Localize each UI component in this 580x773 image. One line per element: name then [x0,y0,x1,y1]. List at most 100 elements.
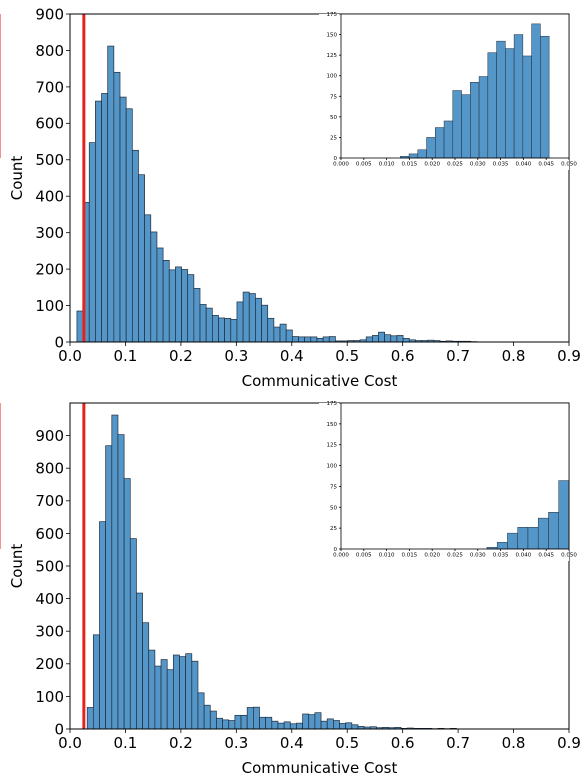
inset-bar [537,517,549,550]
inset-bar [548,512,559,550]
main-bar [236,301,244,343]
main-bar [365,336,373,343]
inset-y-tick-label: 75 [330,484,337,490]
main-bar [131,149,139,343]
main-bar [289,723,297,730]
inset-x-tick-label: 0.020 [424,553,440,559]
inset-x-tick-label: 0.015 [402,162,418,168]
inset-y-tick-label: 100 [327,464,338,470]
main-bar [76,310,84,343]
main-bar [326,718,334,730]
main-x-tick-label: 0.3 [224,347,248,365]
main-bar [277,722,285,730]
main-bar [302,713,310,730]
inset-x-tick-label: 0.010 [379,162,395,168]
inset-y-tick-label: 25 [330,526,337,532]
main-bar [119,96,127,343]
main-bar [160,659,168,730]
main-bar [371,335,379,343]
main-bar [129,538,137,730]
inset-bar [513,34,524,159]
main-bar [345,722,353,730]
main-y-axis-label: Count [8,156,26,201]
main-bar [92,634,100,730]
main-bar [218,317,225,343]
main-bar [136,592,143,730]
inset-y-tick-label: 150 [327,422,338,428]
main-bar [99,521,107,730]
main-bar [150,231,158,343]
main-x-tick-label: 0.1 [114,734,138,752]
main-bar [197,692,205,730]
main-y-tick-label: 300 [35,623,64,641]
main-x-tick-label: 0.0 [58,734,82,752]
main-y-tick-label: 700 [35,492,64,510]
main-bar [211,315,219,343]
main-bar [113,71,121,343]
inset-y-tick-label: 125 [327,443,338,449]
inset-bar [408,153,419,159]
chart-panel-1: 0.0 0.1 0.2 0.3 0.4 0.5 0.6 0.7 0.8 0.9 0 100 200 300… [0,5,580,390]
main-bar [144,214,152,343]
main-bar [191,660,199,730]
inset-y-tick-label: 175 [327,401,338,407]
main-x-tick-label: 0.9 [557,734,580,752]
main-y-axis-label: Count [8,544,26,589]
main-bar [185,653,193,730]
main-y-tick-label: 600 [35,115,64,133]
main-bar [162,260,170,343]
main-x-tick-label: 0.4 [280,347,304,365]
inset-bar [443,120,454,159]
main-bar [222,719,230,730]
chart-panel-2: 0.0 0.1 0.2 0.3 0.4 0.5 0.6 0.7 0.8 0.9 0 100 200 300… [0,401,580,773]
main-bar [86,707,94,730]
main-bar [105,445,113,730]
inset-y-tick-label: 50 [330,505,337,511]
main-y-tick-label: 400 [35,188,64,206]
inset-bar [540,35,550,159]
main-bar [279,323,287,343]
main-x-tick-label: 0.3 [224,734,248,752]
main-bar [95,100,102,343]
main-x-tick-label: 0.6 [391,734,415,752]
inset-x-tick-label: 0.000 [333,162,349,168]
inset-bar [496,40,506,159]
inset-x-tick-label: 0.005 [356,553,372,559]
inset-x-tick-label: 0.030 [470,553,486,559]
inset-y-tick-label: 0 [334,156,338,162]
inset-bar [517,527,529,550]
main-bar [265,716,273,730]
main-bar [240,714,248,730]
main-bar [125,108,133,343]
main-y-tick-label: 300 [35,224,64,242]
main-bar [291,336,299,343]
inset-x-tick-label: 0.045 [538,162,554,168]
main-bar [138,174,145,343]
main-x-tick-label: 0.2 [169,347,193,365]
inset-plot: 0.000 0.005 0.010 0.015 0.020 0.025 0.030 0.035… [0,401,577,559]
main-bar [339,723,347,730]
main-x-tick-label: 0.0 [58,347,82,365]
main-bar [271,720,279,730]
main-bar [209,710,217,730]
main-bar [322,336,330,343]
inset-x-tick-label: 0.000 [333,553,349,559]
main-x-tick-label: 0.8 [502,734,526,752]
main-bar [314,712,322,730]
main-bar [242,291,250,343]
main-plot: 0.0 0.1 0.2 0.3 0.4 0.5 0.6 0.7 0.8 0.9 0 100 200 300… [8,402,580,773]
main-x-tick-label: 0.5 [335,347,359,365]
main-bar [316,338,324,343]
inset-x-tick-label: 0.050 [561,162,577,168]
main-bar [199,304,207,343]
main-bar [255,297,262,343]
inset-y-tick-label: 25 [330,135,337,141]
main-bar [320,720,328,730]
main-bar [333,720,340,730]
inset-x-tick-label: 0.040 [516,162,532,168]
inset-bar [452,90,462,159]
main-y-tick-label: 600 [35,525,64,543]
main-bar [234,714,242,730]
main-bar [166,669,174,730]
